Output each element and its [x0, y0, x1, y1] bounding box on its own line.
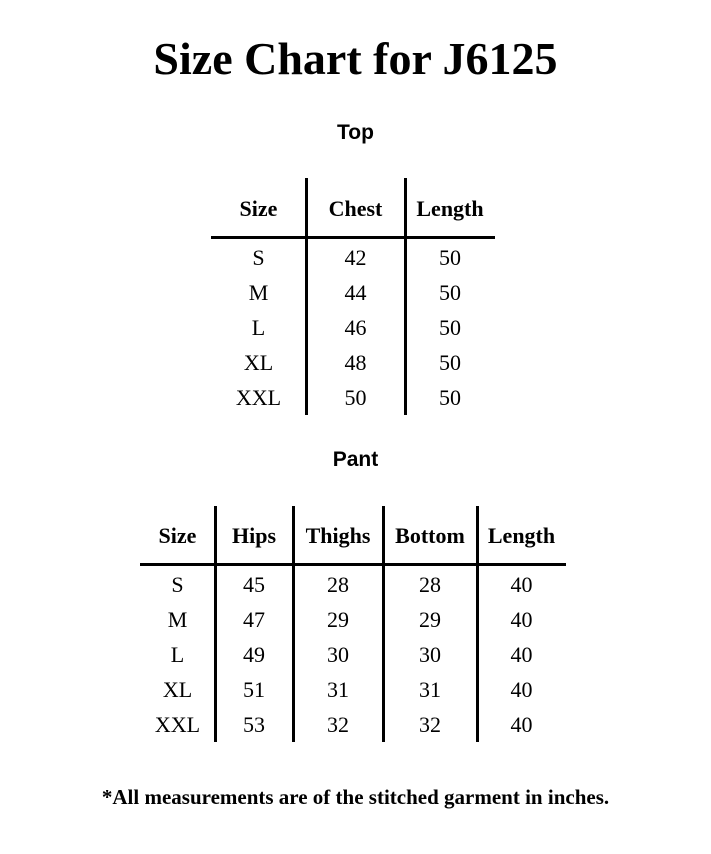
top-size-table: Size S M L XL XXL Chest 42 44 46 48 50 Length 50 50 50 5… — [211, 178, 495, 415]
table-cell: 29 — [419, 606, 441, 632]
table-cell: 31 — [419, 676, 441, 702]
table-cell: S — [252, 244, 265, 270]
table-cell: M — [248, 279, 269, 305]
table-cell: 50 — [439, 384, 461, 410]
table-cell: XL — [243, 349, 274, 375]
table-cell: 30 — [419, 641, 441, 667]
column-header: Thighs — [305, 523, 371, 548]
pant-size-table: Size S M L XL XXL Hips 45 47 49 51 53 Thighs 28 29 30 31… — [140, 506, 566, 742]
table-cell: 28 — [419, 571, 441, 597]
table-cell: 32 — [327, 711, 349, 737]
table-cell: 29 — [327, 606, 349, 632]
table-cell: 47 — [243, 606, 265, 632]
column-divider — [382, 506, 385, 742]
table-cell: 40 — [510, 606, 533, 632]
table-cell: S — [171, 571, 184, 597]
table-cell: 46 — [344, 314, 367, 340]
column-divider — [305, 178, 308, 415]
table-cell: M — [167, 606, 188, 632]
table-cell: 51 — [243, 676, 265, 702]
column-header: Length — [487, 523, 556, 548]
table-cell: 48 — [344, 349, 367, 375]
column-divider — [404, 178, 407, 415]
table-cell: 50 — [439, 349, 461, 375]
table-cell: 42 — [344, 244, 367, 270]
header-divider — [140, 563, 566, 566]
footnote: *All measurements are of the stitched ga… — [101, 785, 610, 809]
table-cell: 40 — [510, 711, 533, 737]
table-cell: 30 — [327, 641, 349, 667]
table-cell: 50 — [344, 384, 367, 410]
table-cell: 45 — [243, 571, 265, 597]
column-header: Size — [158, 523, 197, 548]
table-cell: 50 — [439, 244, 461, 270]
column-header: Length — [416, 195, 484, 221]
table-cell: 50 — [439, 314, 461, 340]
table-cell: 50 — [439, 279, 461, 305]
column-divider — [476, 506, 479, 742]
table-cell: 31 — [327, 676, 349, 702]
pant-heading: Pant — [332, 448, 379, 471]
page-title: Size Chart for J6125 — [153, 33, 558, 84]
table-cell: L — [170, 641, 185, 667]
table-cell: XXL — [154, 711, 201, 737]
table-cell: L — [251, 314, 266, 340]
column-divider — [214, 506, 217, 742]
table-cell: 40 — [510, 641, 533, 667]
table-cell: 28 — [327, 571, 349, 597]
column-header: Chest — [328, 195, 383, 221]
column-header: Hips — [231, 523, 277, 548]
table-cell: XXL — [235, 384, 282, 410]
table-cell: 40 — [510, 676, 533, 702]
table-cell: 44 — [344, 279, 367, 305]
column-header: Bottom — [395, 523, 465, 548]
table-cell: 32 — [419, 711, 441, 737]
table-cell: 53 — [243, 711, 265, 737]
table-cell: 49 — [243, 641, 265, 667]
table-cell: 40 — [510, 571, 533, 597]
header-divider — [211, 236, 495, 239]
table-cell: XL — [162, 676, 193, 702]
top-heading: Top — [337, 121, 374, 144]
column-divider — [292, 506, 295, 742]
column-header: Size — [239, 195, 278, 221]
